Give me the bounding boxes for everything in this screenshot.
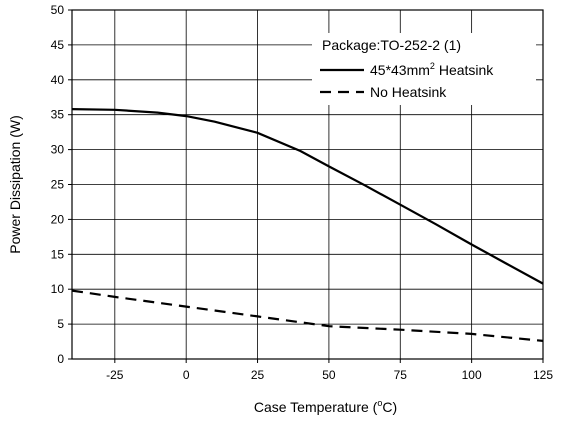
y-tick-label: 15 — [51, 247, 65, 261]
x-tick-label: 100 — [462, 368, 482, 382]
legend-heading: Package:TO-252-2 (1) — [322, 37, 461, 53]
x-axis-title: Case Temperature (oC) — [254, 398, 397, 415]
x-tick-label: 0 — [183, 368, 190, 382]
x-axis-title-degree: o — [377, 398, 382, 408]
series-layer — [71, 108, 544, 342]
y-tick-label: 10 — [51, 282, 65, 296]
x-tick-labels: -25 0 25 50 75 100 125 — [106, 368, 553, 382]
x-tick-label: 75 — [394, 368, 408, 382]
x-tick-label: 125 — [533, 368, 553, 382]
legend-label-heatsink-sup: 2 — [430, 61, 435, 71]
series-line-heatsink — [71, 108, 544, 285]
y-tick-label: 45 — [51, 38, 65, 52]
legend-label-heatsink-suffix: Heatsink — [435, 62, 494, 78]
y-tick-label: 0 — [57, 352, 64, 366]
y-tick-label: 5 — [57, 317, 64, 331]
y-tick-label: 20 — [51, 212, 65, 226]
legend-label-heatsink-name: 45*43mm — [370, 62, 430, 78]
y-tick-label: 30 — [51, 143, 65, 157]
y-tick-label: 40 — [51, 73, 65, 87]
x-tick-label: 50 — [322, 368, 336, 382]
series-line-no-heatsink — [71, 289, 544, 342]
legend-label-heatsink: 45*43mm2 Heatsink — [370, 61, 494, 78]
legend-label-no-heatsink: No Heatsink — [370, 84, 447, 100]
x-tick-label: 25 — [251, 368, 265, 382]
y-tick-labels: 0 5 10 15 20 25 30 35 40 45 50 — [51, 3, 65, 366]
x-axis-title-main: Case Temperature ( — [254, 399, 378, 415]
grid-lines — [72, 10, 543, 359]
y-tick-label: 50 — [51, 3, 65, 17]
y-tick-label: 35 — [51, 108, 65, 122]
y-tick-label: 25 — [51, 178, 65, 192]
x-axis-title-unit: C) — [382, 399, 397, 415]
legend: Package:TO-252-2 (1) 45*43mm2 Heatsink N… — [312, 33, 536, 105]
tick-marks — [68, 9, 544, 363]
y-axis-title: Power Dissipation (W) — [7, 115, 23, 253]
x-tick-label: -25 — [106, 368, 124, 382]
